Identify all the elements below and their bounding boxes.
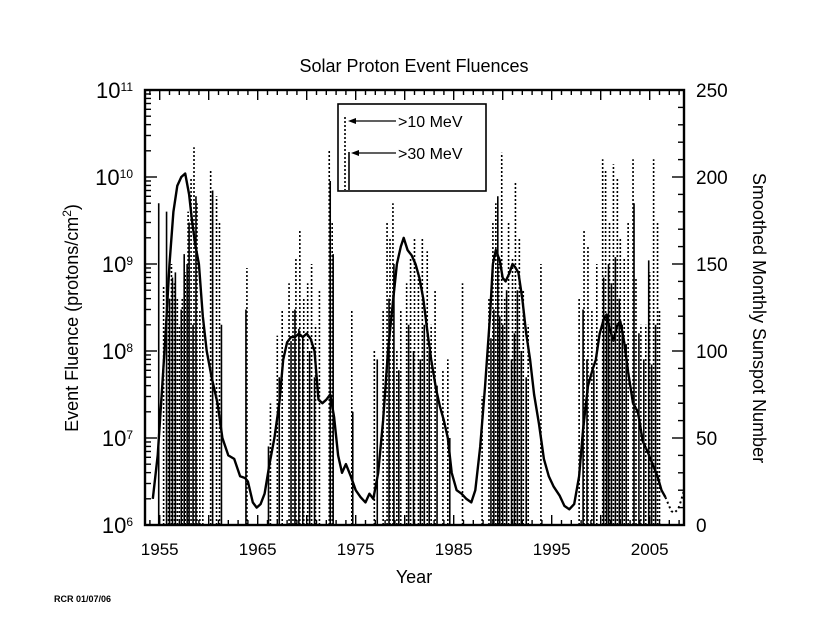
y-axis-label: Event Fluence (protons/cm2) — [60, 204, 82, 432]
y-tick-label: 107 — [102, 426, 133, 451]
credit-label: RCR 01/07/06 — [54, 594, 112, 604]
y-axis-label-sup: 2 — [60, 210, 74, 217]
y2-tick-label: 200 — [696, 168, 728, 189]
y2-tick-label: 150 — [696, 255, 728, 276]
legend: >10 MeV >30 MeV — [337, 103, 487, 192]
y-tick-label: 108 — [102, 339, 133, 364]
series-30mev-events — [157, 180, 657, 525]
axis-ticks — [145, 89, 684, 526]
x-tick-label: 1985 — [435, 540, 473, 559]
legend-10mev-arrowhead — [348, 118, 356, 124]
y2-tick-label: 50 — [696, 429, 717, 450]
y-tick-label: 1011 — [96, 78, 133, 103]
x-tick-label: 1995 — [533, 540, 571, 559]
chart-title: Solar Proton Event Fluences — [299, 56, 528, 76]
y2-tick-label: 100 — [696, 342, 728, 363]
x-tick-label: 2005 — [631, 540, 669, 559]
y2-tick-label: 0 — [696, 516, 707, 537]
legend-30mev-label: >30 MeV — [398, 146, 463, 163]
sunspot-prediction-curve — [664, 489, 685, 515]
x-tick-label: 1965 — [239, 540, 277, 559]
y2-tick-label: 250 — [696, 81, 728, 102]
x-tick-label: 1975 — [337, 540, 375, 559]
x-axis-label: Year — [396, 567, 432, 587]
legend-30mev-arrowhead — [351, 150, 359, 156]
y-axis-label-close: ) — [62, 204, 82, 210]
y-axis-label-text: Event Fluence (protons/cm — [62, 217, 82, 432]
legend-box — [337, 103, 487, 192]
legend-10mev-label: >10 MeV — [398, 114, 463, 131]
y-tick-label: 1010 — [95, 165, 133, 190]
y2-axis-label: Smoothed Monthly Sunspot Number — [749, 173, 769, 463]
y-tick-label: 109 — [102, 252, 133, 277]
y-tick-label: 106 — [102, 513, 133, 538]
x-tick-label: 1955 — [141, 540, 179, 559]
sunspot-curve — [151, 172, 667, 511]
